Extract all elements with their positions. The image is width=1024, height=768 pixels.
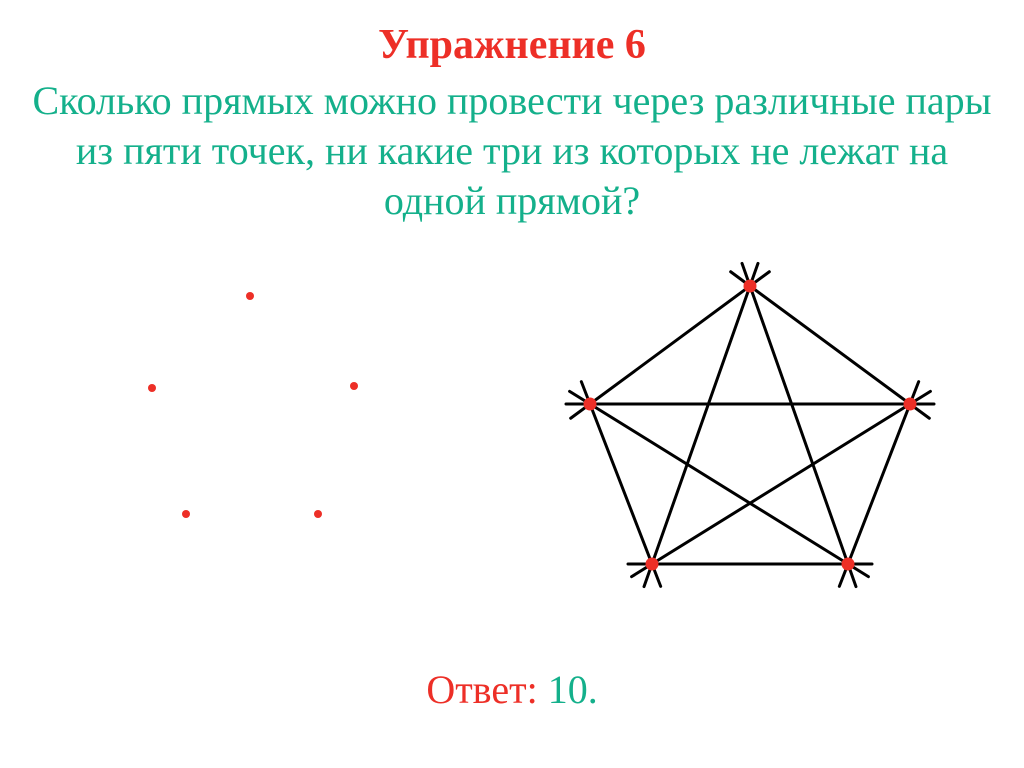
slide-container: Упражнение 6 Сколько прямых можно провес… bbox=[0, 0, 1024, 768]
vertex-dot bbox=[744, 280, 757, 293]
dot bbox=[350, 382, 358, 390]
title-text: Упражнение 6 bbox=[378, 22, 646, 68]
edge-line bbox=[644, 264, 758, 587]
dot bbox=[182, 510, 190, 518]
exercise-title: Упражнение 6 bbox=[0, 20, 1024, 70]
dot bbox=[246, 292, 254, 300]
edge-line bbox=[571, 272, 770, 418]
vertex-dot bbox=[646, 558, 659, 571]
five-dots-figure bbox=[70, 246, 430, 586]
figures-area bbox=[0, 246, 1024, 616]
vertex-dot bbox=[584, 398, 597, 411]
right-figure bbox=[540, 246, 960, 611]
edge-line bbox=[581, 382, 660, 587]
edge-line bbox=[839, 382, 918, 587]
dot bbox=[314, 510, 322, 518]
vertex-dot bbox=[904, 398, 917, 411]
question-text: Сколько прямых можно провести через разл… bbox=[24, 76, 1000, 226]
edge-line bbox=[731, 272, 930, 418]
edge-line bbox=[742, 264, 856, 587]
vertex-dot bbox=[842, 558, 855, 571]
pentagon-graph-figure bbox=[540, 246, 960, 606]
left-figure bbox=[70, 246, 430, 591]
dot bbox=[148, 384, 156, 392]
edge-line bbox=[632, 392, 931, 577]
answer-label: Ответ: bbox=[426, 667, 547, 712]
answer-value: 10. bbox=[548, 667, 598, 712]
answer-line: Ответ: 10. bbox=[0, 666, 1024, 713]
edge-line bbox=[570, 392, 869, 577]
